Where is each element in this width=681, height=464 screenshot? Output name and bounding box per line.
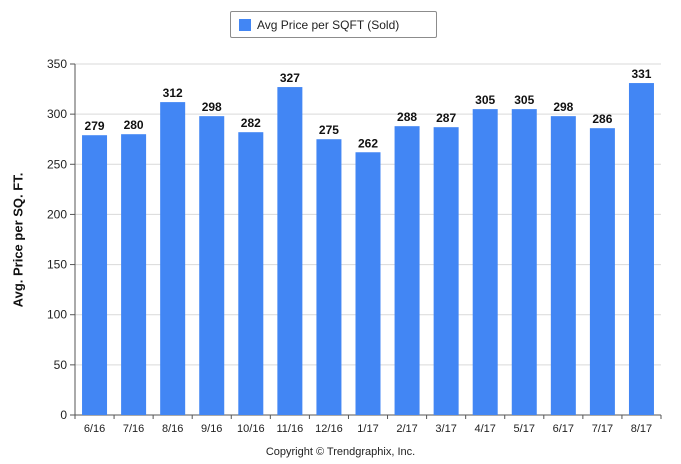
bar <box>199 116 225 416</box>
bar <box>238 132 264 416</box>
x-tick-label: 6/16 <box>84 423 105 435</box>
y-tick-label: 250 <box>47 157 67 171</box>
bar <box>355 152 381 415</box>
bar-value-label: 331 <box>631 67 651 81</box>
x-tick-label: 10/16 <box>237 423 265 435</box>
x-tick-label: 5/17 <box>514 423 535 435</box>
bar-value-label: 305 <box>514 93 534 107</box>
bar-value-label: 287 <box>436 111 456 125</box>
bar <box>394 126 420 416</box>
x-tick-label: 6/17 <box>553 423 574 435</box>
bar <box>121 134 147 415</box>
bar-value-label: 298 <box>553 100 573 114</box>
bar-value-label: 312 <box>163 86 183 100</box>
x-tick-label: 8/17 <box>631 423 652 435</box>
x-tick-label: 1/17 <box>357 423 378 435</box>
x-tick-label: 2/17 <box>396 423 417 435</box>
bar <box>472 109 498 415</box>
bar <box>277 87 303 416</box>
x-tick-label: 11/16 <box>277 423 304 435</box>
y-tick-label: 350 <box>47 57 67 71</box>
legend-swatch <box>239 18 251 31</box>
x-tick-label: 7/17 <box>592 423 613 435</box>
bar <box>316 139 342 415</box>
legend-label: Avg Price per SQFT (Sold) <box>257 17 400 32</box>
y-tick-label: 50 <box>54 358 68 372</box>
x-tick-label: 8/16 <box>162 423 183 435</box>
copyright-footer: Copyright © Trendgraphix, Inc. <box>265 446 416 458</box>
bar <box>511 109 537 415</box>
bar-layer <box>82 83 654 416</box>
bar-value-label: 282 <box>241 116 261 130</box>
legend: Avg Price per SQFT (Sold) <box>230 11 437 38</box>
y-tick-label: 0 <box>60 408 67 422</box>
y-tick-label: 200 <box>47 207 67 221</box>
y-tick-label: 150 <box>47 258 67 272</box>
x-tick-label: 7/16 <box>123 423 144 435</box>
bar-value-label: 305 <box>475 93 495 107</box>
bar <box>628 83 654 415</box>
bar-value-label: 275 <box>319 123 339 137</box>
x-tick-label: 4/17 <box>474 423 495 435</box>
y-tick-label: 100 <box>47 308 67 322</box>
bar <box>550 116 576 416</box>
bar <box>433 127 459 416</box>
bar <box>160 102 186 415</box>
bar-value-label: 262 <box>358 136 378 150</box>
bar-value-label: 327 <box>280 71 300 85</box>
y-axis-label: Avg. Price per SQ. FT. <box>10 172 26 308</box>
bar-value-label: 279 <box>85 119 105 133</box>
bar-value-label: 286 <box>592 112 612 126</box>
bar-value-label: 298 <box>202 100 222 114</box>
x-tick-label: 12/16 <box>315 423 343 435</box>
label-layer: 279 280 312 298 282 327 275 262 288 287 305 305 298 2… <box>85 67 652 150</box>
bar <box>589 128 615 415</box>
y-tick-label: 300 <box>47 107 67 121</box>
bar <box>82 135 108 415</box>
x-tick-label: 3/17 <box>435 423 456 435</box>
x-tick-label: 9/16 <box>201 423 222 435</box>
bar-value-label: 280 <box>124 118 144 132</box>
bar-value-label: 288 <box>397 110 417 124</box>
